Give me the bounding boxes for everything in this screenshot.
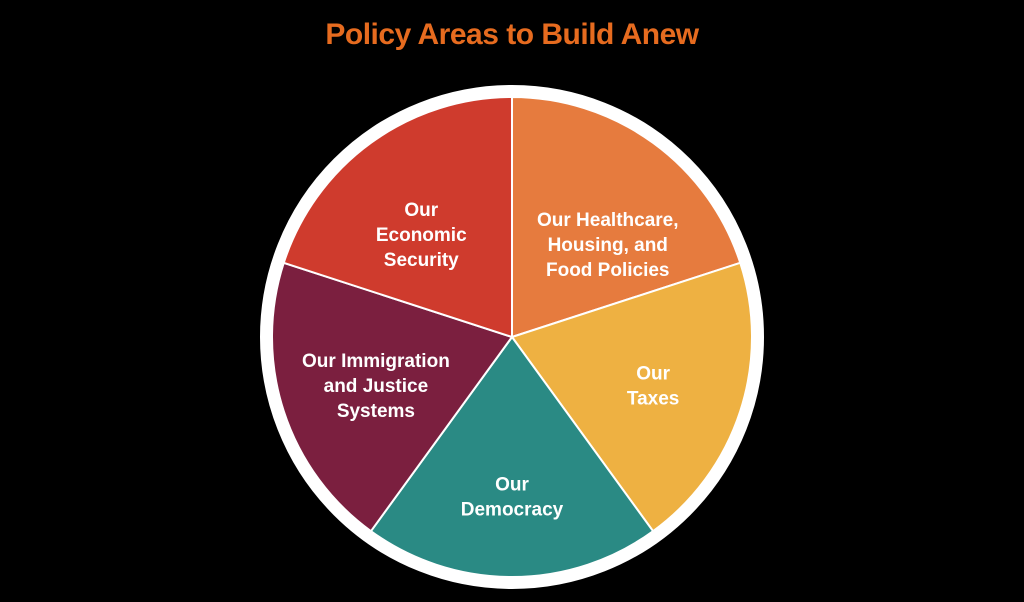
pie-chart: Our Healthcare, Housing, and Food Polici… — [260, 85, 764, 589]
page-title: Policy Areas to Build Anew — [0, 18, 1024, 52]
pie-chart-svg — [260, 85, 764, 589]
